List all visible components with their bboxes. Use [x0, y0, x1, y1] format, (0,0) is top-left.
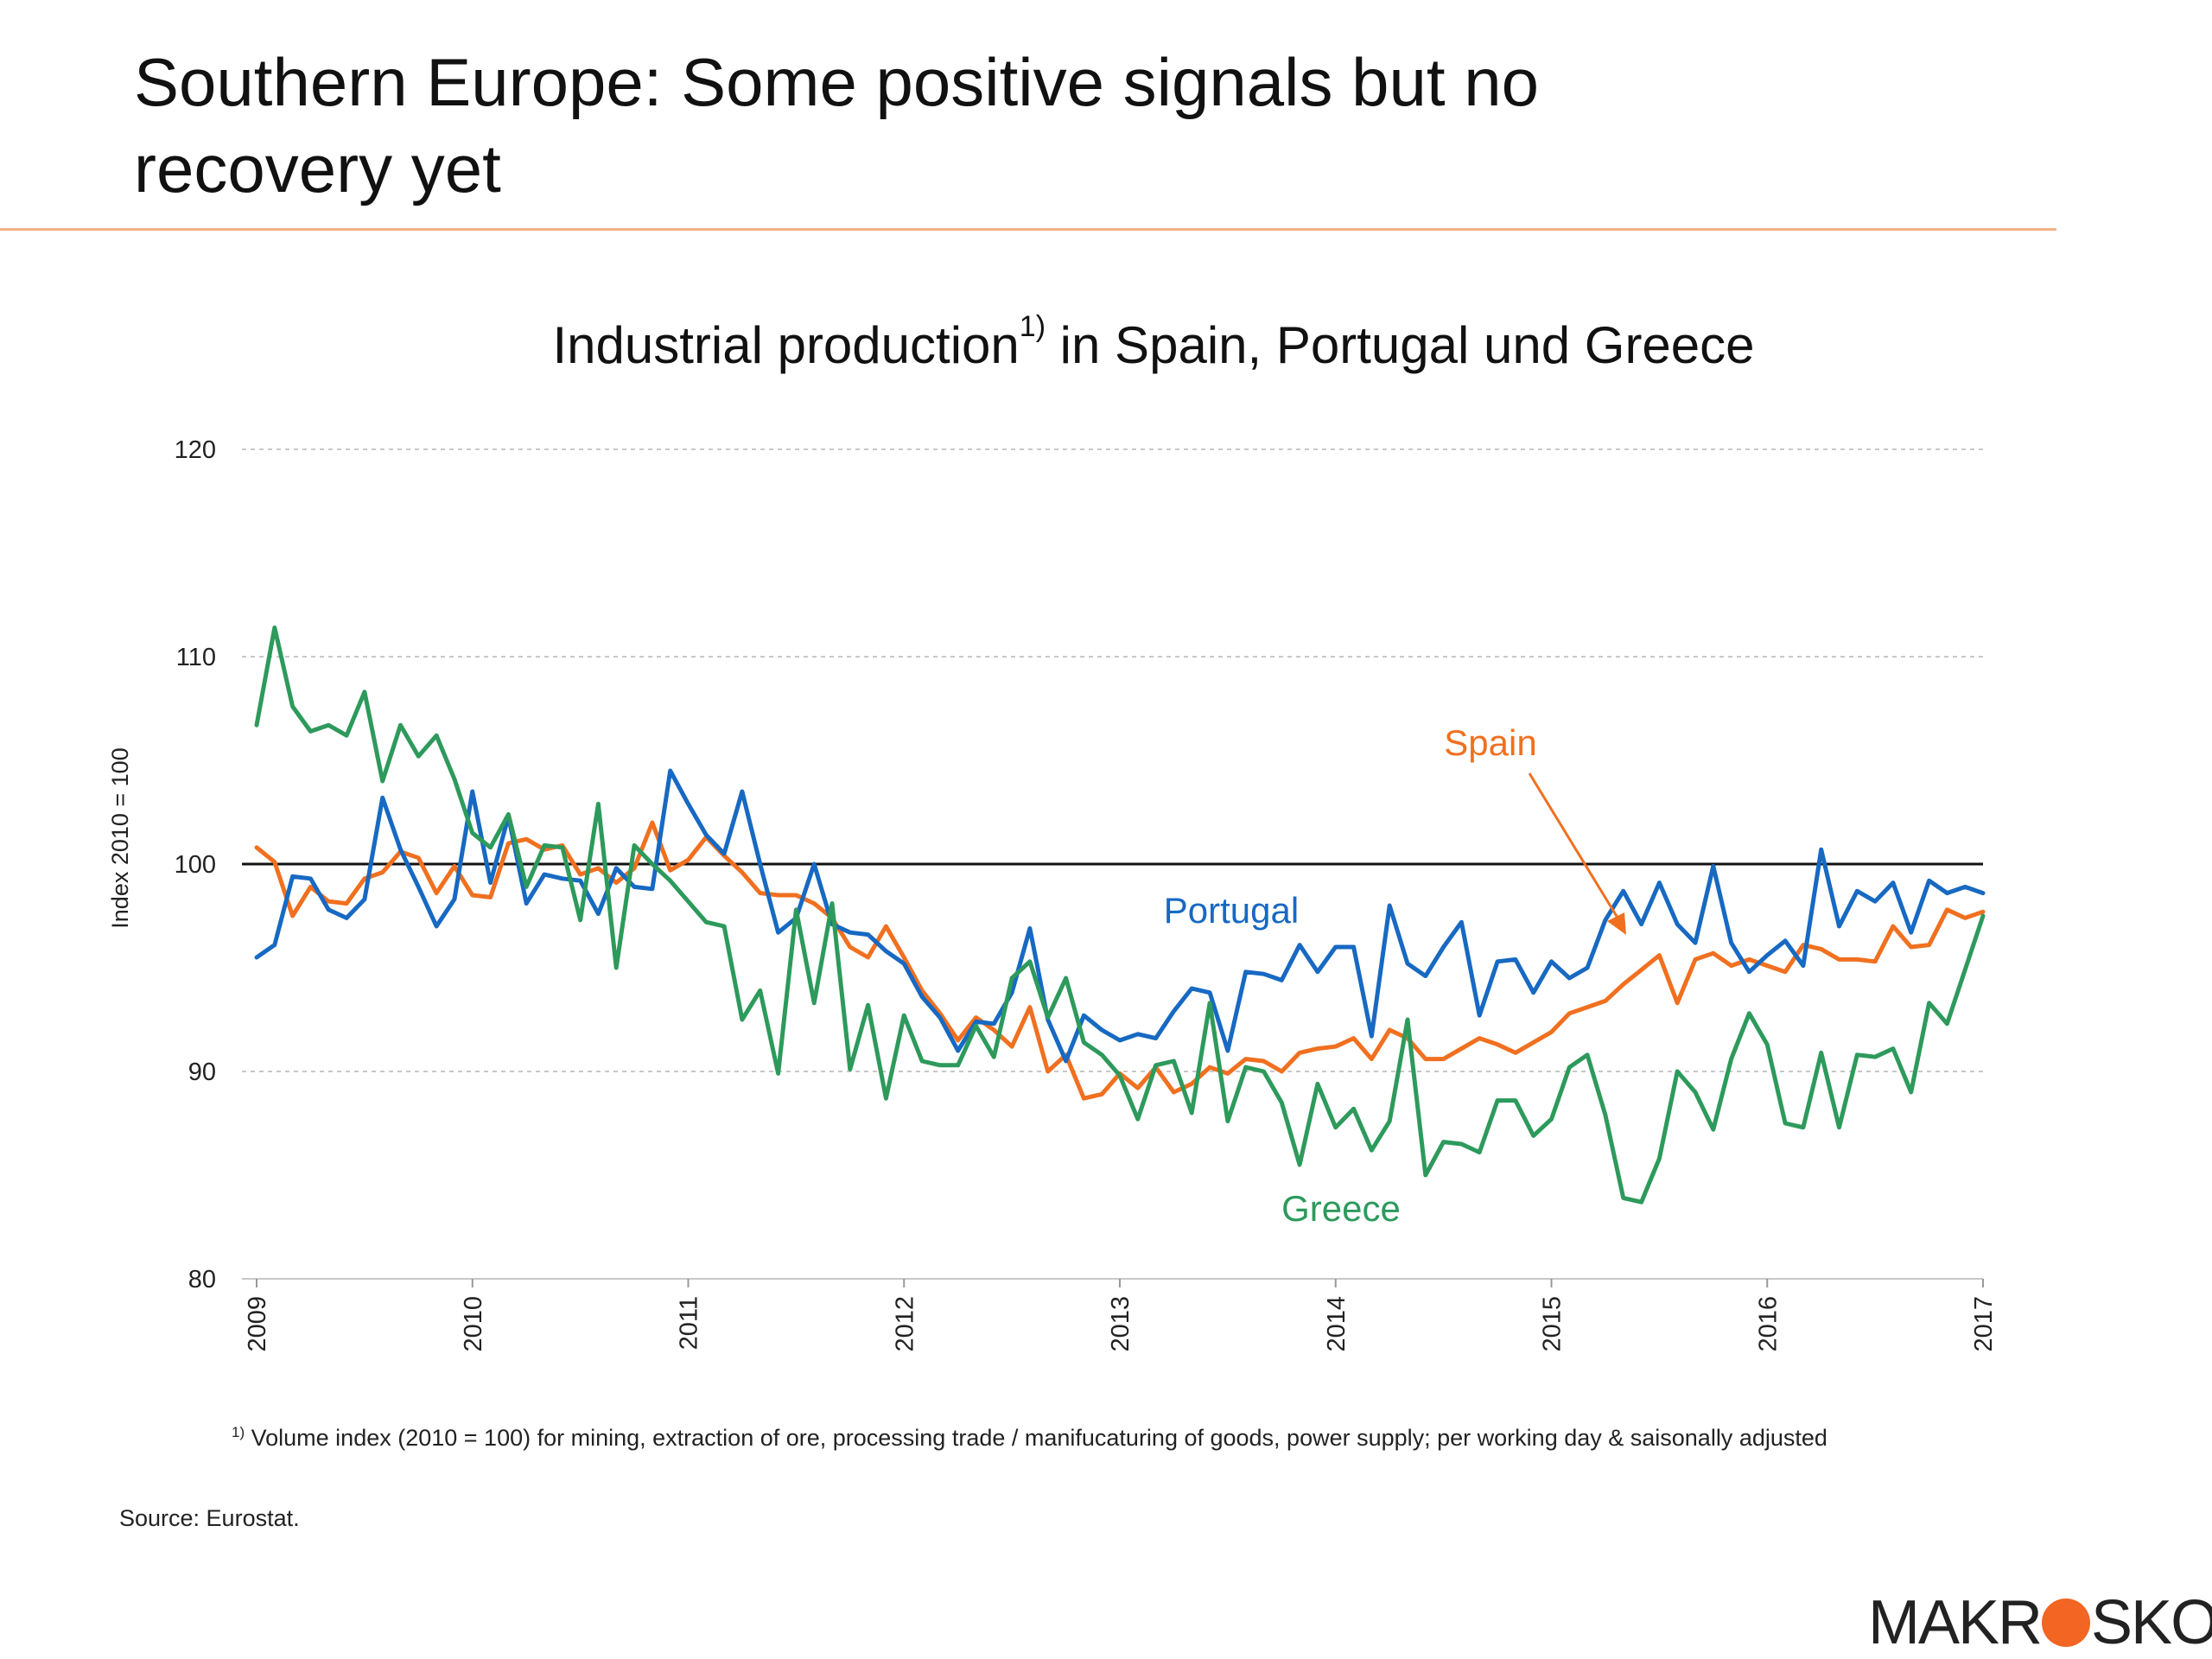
x-tick-label: 2010: [460, 1296, 487, 1352]
slide-title: Southern Europe: Some positive signals b…: [134, 39, 1776, 212]
spain-arrow-shaft: [1528, 772, 1619, 918]
x-tick-label: 2011: [676, 1296, 703, 1350]
y-tick-label: 90: [188, 1058, 216, 1086]
x-tick-label: 2015: [1539, 1296, 1567, 1352]
slide-title-line-2: recovery yet: [134, 130, 501, 207]
footnote: 1) Volume index (2010 = 100) for mining,…: [232, 1424, 1827, 1452]
annotation-spain: Spain: [1444, 722, 1536, 763]
spain-arrow-head: [1607, 912, 1626, 935]
slide-title-line-1: Southern Europe: Some positive signals b…: [134, 44, 1540, 120]
x-tick-label: 2012: [891, 1296, 918, 1352]
x-tick-label: 2014: [1323, 1296, 1351, 1352]
footnote-text: Volume index (2010 = 100) for mining, ex…: [245, 1425, 1827, 1451]
makroskop-logo: MAKR SKOP: [1868, 1588, 2212, 1657]
y-tick-label: 110: [176, 644, 216, 671]
chart-title-text: Industrial production: [552, 316, 1020, 374]
y-axis-label: Index 2010 = 100: [107, 747, 133, 928]
annotation-greece: Greece: [1281, 1188, 1401, 1229]
series-line-greece: [254, 625, 1986, 1205]
x-tick-label: 2009: [244, 1296, 271, 1352]
chart-title: Industrial production1) in Spain, Portug…: [0, 310, 2212, 375]
logo-text-left: MAKR: [1868, 1588, 2043, 1657]
source-note: Source: Eurostat.: [119, 1505, 300, 1531]
annotation-portugal: Portugal: [1164, 890, 1299, 931]
y-tick-label: 80: [188, 1266, 216, 1294]
y-tick-label: 100: [175, 851, 216, 879]
x-tick-label: 2017: [1970, 1296, 1998, 1352]
x-tick-label: 2013: [1107, 1296, 1135, 1352]
logo-text-right: SKOP: [2091, 1588, 2212, 1657]
x-tick-label: 2016: [1754, 1296, 1782, 1352]
series-line-portugal: [254, 768, 1986, 1064]
title-divider: [0, 228, 2056, 231]
logo-dot: [2042, 1599, 2091, 1647]
footnote-mark: 1): [232, 1424, 245, 1440]
chart-title-suffix: in Spain, Portugal und Greece: [1046, 316, 1755, 374]
y-tick-label: 120: [175, 436, 216, 464]
chart-title-superscript: 1): [1019, 310, 1046, 343]
